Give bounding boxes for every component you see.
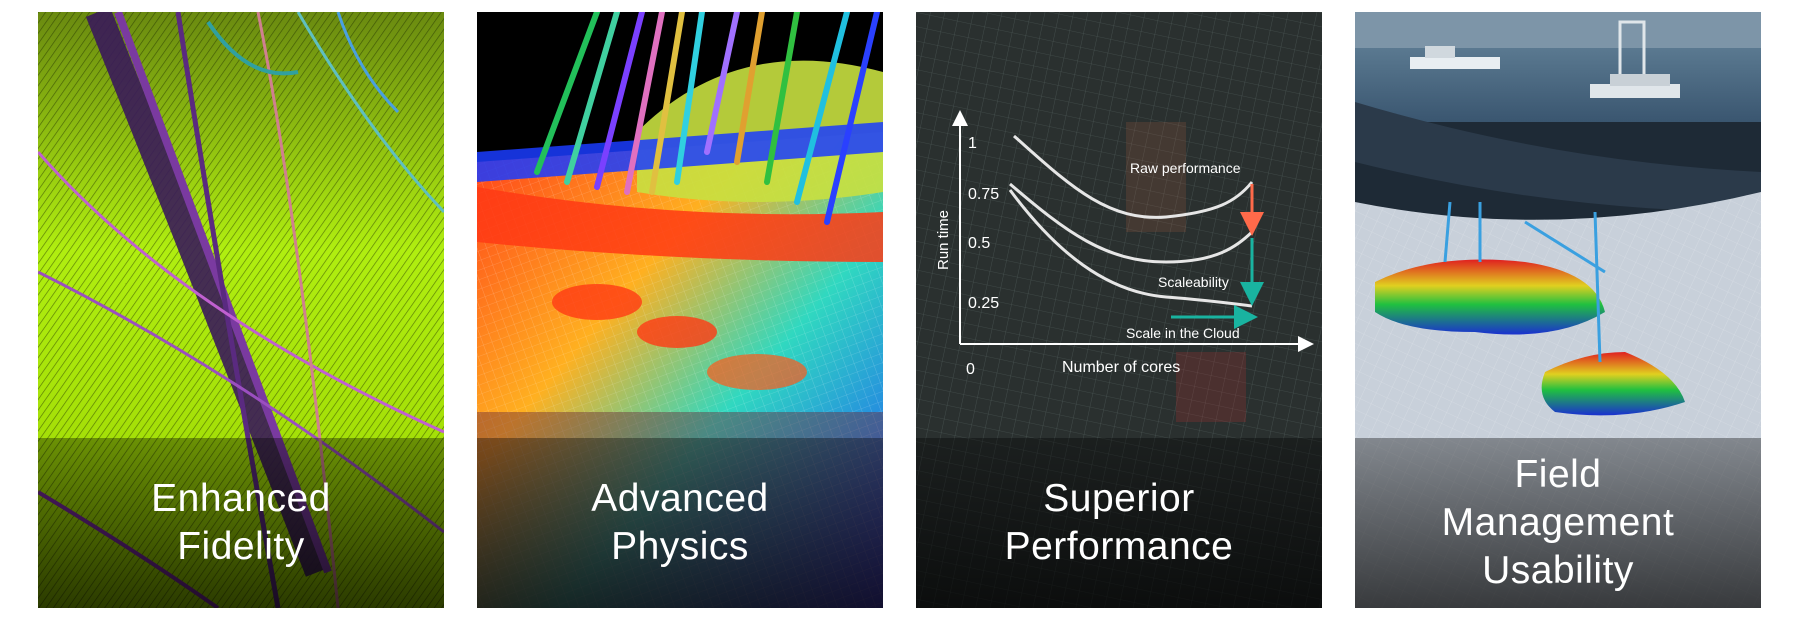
caption-line: Physics <box>611 525 749 568</box>
caption-line: Fidelity <box>177 525 305 568</box>
scaleability-annotation: Scaleability <box>1158 274 1229 290</box>
cloud-curve <box>1008 189 1253 308</box>
enhanced-fidelity-illustration <box>38 12 444 608</box>
y-axis-label: Run time <box>935 210 952 270</box>
x-axis-label: Number of cores <box>1062 359 1180 376</box>
raw-performance-annotation: Raw performance <box>1130 160 1241 176</box>
scaleability-curve <box>1009 182 1254 264</box>
caption-line: Field <box>1514 453 1602 496</box>
y-tick-label: 0.75 <box>968 186 999 203</box>
caption-line: Management <box>1441 501 1675 544</box>
caption-band: Enhanced Fidelity <box>38 438 444 608</box>
caption-band: Superior Performance <box>916 438 1322 608</box>
raw-performance-curve <box>1013 134 1254 219</box>
panel-advanced-physics: Advanced Physics <box>477 12 883 608</box>
cloud-annotation: Scale in the Cloud <box>1126 325 1240 341</box>
caption-line: Advanced <box>591 477 769 520</box>
origin-label: 0 <box>966 361 975 378</box>
y-tick-label: 0.25 <box>968 295 999 312</box>
caption-band: Advanced Physics <box>477 438 883 608</box>
caption-line: Superior <box>1043 477 1195 520</box>
caption-band: Field Management Usability <box>1355 438 1761 608</box>
panel-superior-performance: 1 0.75 0.5 0.25 0 Number of cores Run ti… <box>916 12 1322 608</box>
panel-field-management-usability: Field Management Usability <box>1355 12 1761 608</box>
caption-line: Performance <box>1004 525 1234 568</box>
y-tick-label: 1 <box>968 135 977 152</box>
panel-enhanced-fidelity: Enhanced Fidelity <box>38 12 444 608</box>
y-tick-label: 0.5 <box>968 235 990 252</box>
caption-line: Enhanced <box>151 477 331 520</box>
caption-line: Usability <box>1482 549 1634 592</box>
